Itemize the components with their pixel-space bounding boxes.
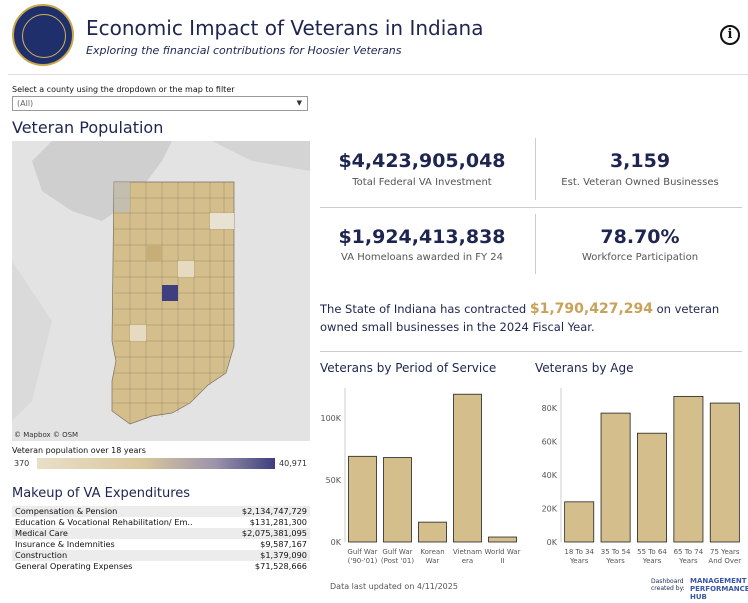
x-tick-label: Gulf War: [347, 548, 377, 556]
indiana-veterans-seal-icon: [12, 4, 74, 66]
expenditure-value: $2,075,381,095: [241, 528, 307, 538]
veteran-population-heading: Veteran Population: [12, 118, 164, 137]
contract-text-post: on veteran owned small businesses in the…: [320, 302, 720, 334]
x-tick-label: 35 To 54: [601, 548, 631, 556]
x-tick-label: (Post '01): [381, 557, 414, 565]
period-of-service-title: Veterans by Period of Service: [320, 361, 497, 375]
info-icon[interactable]: i: [720, 25, 740, 45]
x-tick-label: Years: [678, 557, 698, 565]
y-tick-label: 0K: [331, 538, 342, 547]
expenditure-value: $71,528,666: [254, 561, 307, 571]
x-tick-label: era: [462, 557, 473, 565]
x-tick-label: Gulf War: [382, 548, 412, 556]
map-attribution: © Mapbox © OSM: [14, 431, 79, 439]
kpi-federal-investment-label: Total Federal VA Investment: [352, 177, 492, 188]
kpi-veteran-businesses-label: Est. Veteran Owned Businesses: [561, 177, 719, 188]
mph-logo: MANAGEMENT PERFORMANCE HUB: [690, 577, 748, 601]
map-highlight-county[interactable]: [162, 285, 178, 301]
contract-statement: The State of Indiana has contracted $1,7…: [320, 300, 740, 336]
bar-0-4[interactable]: [488, 536, 517, 543]
kpi-federal-investment-value: $4,423,905,048: [338, 150, 506, 172]
color-legend-bar: [37, 458, 275, 469]
kpi-divider: [320, 207, 742, 208]
x-tick-label: 55 To 64: [637, 548, 667, 556]
kpi-workforce-label: Workforce Participation: [581, 252, 699, 263]
y-tick-label: 50K: [326, 476, 342, 485]
county-dropdown-value: (All): [17, 99, 34, 108]
y-tick-label: 60K: [542, 438, 558, 447]
x-tick-label: And Over: [708, 557, 741, 565]
expenditure-row: Compensation & Pension $2,134,747,729: [12, 506, 310, 517]
county-filter-label: Select a county using the dropdown or th…: [12, 85, 235, 94]
expenditure-value: $1,379,090: [260, 550, 307, 560]
bar-0-0[interactable]: [348, 455, 377, 543]
chevron-down-icon: ▼: [296, 99, 302, 107]
expenditure-row: General Operating Expenses $71,528,666: [12, 561, 310, 572]
county-map[interactable]: [12, 141, 310, 441]
page-subtitle: Exploring the financial contributions fo…: [86, 44, 402, 57]
kpi-workforce-value: 78.70%: [600, 226, 680, 248]
bar-1-1[interactable]: [600, 412, 631, 543]
x-tick-label: War: [426, 557, 440, 565]
expenditure-value: $9,587,167: [260, 539, 307, 549]
data-updated-text: Data last updated on 4/11/2025: [330, 582, 458, 591]
expenditure-row: Medical Care $2,075,381,095: [12, 528, 310, 539]
section-divider: [320, 351, 742, 352]
kpi-homeloans-value: $1,924,413,838: [338, 226, 506, 248]
x-tick-label: ('90-'01): [348, 557, 378, 565]
va-expenditures-heading: Makeup of VA Expenditures: [12, 486, 191, 501]
expenditure-row: Construction $1,379,090: [12, 550, 310, 561]
expenditure-label: Education & Vocational Rehabilitation/ E…: [15, 517, 193, 527]
kpi-divider: [535, 138, 536, 200]
expenditure-value: $2,134,747,729: [241, 506, 307, 516]
y-tick-label: 40K: [542, 471, 558, 480]
x-tick-label: Years: [605, 557, 625, 565]
y-tick-label: 0K: [547, 538, 558, 547]
x-tick-label: 65 To 74: [674, 548, 704, 556]
bar-1-4[interactable]: [709, 402, 740, 543]
page-title: Economic Impact of Veterans in Indiana: [86, 16, 484, 40]
x-tick-label: 18 To 34: [564, 548, 594, 556]
x-tick-label: Years: [569, 557, 589, 565]
x-tick-label: II: [500, 557, 504, 565]
bar-1-2[interactable]: [637, 432, 667, 543]
expenditure-label: Insurance & Indemnities: [15, 539, 115, 549]
expenditure-label: Medical Care: [15, 528, 68, 538]
contract-amount: $1,790,427,294: [529, 301, 653, 317]
legend-title: Veteran population over 18 years: [12, 446, 146, 455]
expenditure-row: Insurance & Indemnities $9,587,167: [12, 539, 310, 550]
contract-text-pre: The State of Indiana has contracted: [320, 302, 530, 316]
dashboard-credit: Dashboard created by:: [651, 578, 685, 592]
y-tick-label: 20K: [542, 505, 558, 514]
county-dropdown[interactable]: (All) ▼: [12, 96, 308, 111]
expenditure-label: Compensation & Pension: [15, 506, 118, 516]
legend-max-value: 40,971: [279, 459, 307, 468]
expenditure-label: General Operating Expenses: [15, 561, 133, 571]
legend-min-value: 370: [14, 459, 30, 468]
bar-1-3[interactable]: [673, 395, 704, 543]
x-tick-label: Vietnam: [453, 548, 482, 556]
y-tick-label: 80K: [542, 404, 558, 413]
expenditure-row: Education & Vocational Rehabilitation/ E…: [12, 517, 310, 528]
kpi-divider: [535, 214, 536, 274]
bar-1-0[interactable]: [564, 501, 595, 543]
age-chart-title: Veterans by Age: [535, 361, 634, 375]
x-tick-label: Years: [642, 557, 662, 565]
y-tick-label: 100K: [320, 414, 341, 423]
header-divider: [8, 74, 748, 75]
x-tick-label: World War: [485, 548, 521, 556]
bar-0-2[interactable]: [418, 521, 447, 543]
kpi-homeloans-label: VA Homeloans awarded in FY 24: [341, 252, 503, 263]
kpi-veteran-businesses-value: 3,159: [609, 150, 671, 172]
bar-0-1[interactable]: [383, 457, 412, 543]
bar-0-3[interactable]: [453, 393, 482, 543]
expenditure-label: Construction: [15, 550, 68, 560]
x-tick-label: 75 Years: [710, 548, 740, 556]
x-tick-label: Korean: [420, 548, 444, 556]
expenditure-value: $131,281,300: [249, 517, 307, 527]
